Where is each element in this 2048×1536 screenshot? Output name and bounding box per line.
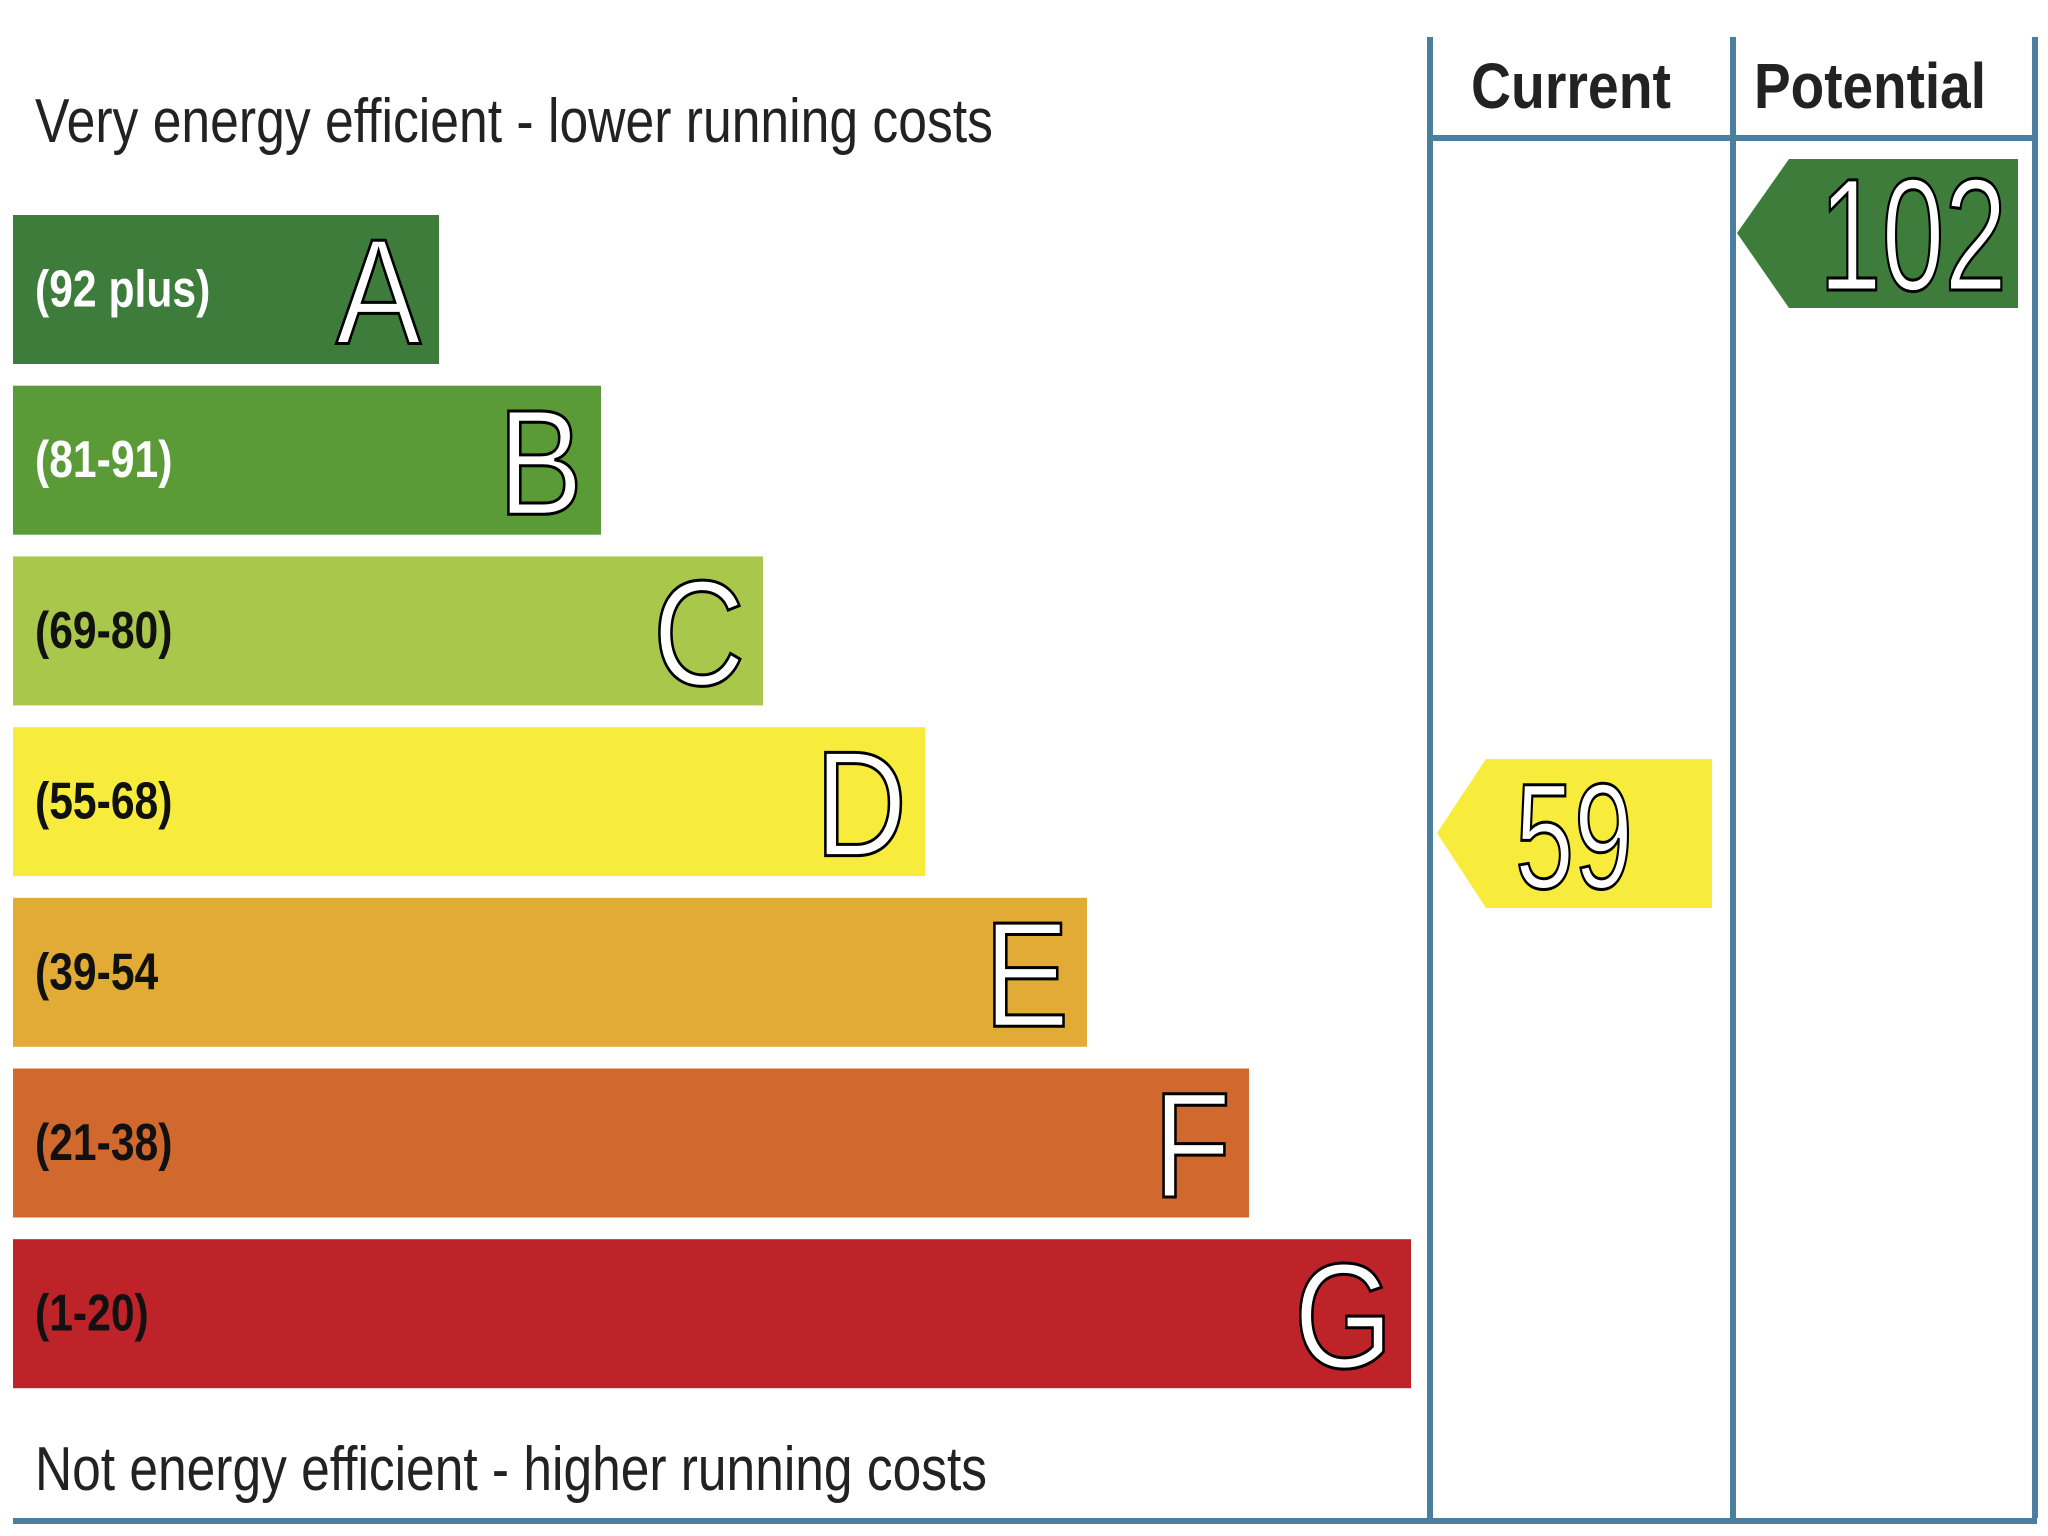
band-letter: D <box>815 721 907 888</box>
band-letter: C <box>653 550 745 717</box>
band-range: (81-91) <box>35 431 172 489</box>
current-header: Current <box>1471 50 1671 122</box>
bottom-text: Not energy efficient - higher running co… <box>35 1435 987 1504</box>
band-letter: E <box>984 892 1069 1059</box>
band-letter: A <box>336 209 421 376</box>
band-bar <box>13 727 925 877</box>
band-letter: F <box>1153 1062 1231 1229</box>
band-bar <box>13 1068 1249 1218</box>
top-text: Very energy efficient - lower running co… <box>35 87 993 156</box>
band-bar <box>13 385 601 535</box>
band-bar <box>13 897 1087 1047</box>
potential-value: 102 <box>1819 145 2007 324</box>
band-range: (21-38) <box>35 1114 172 1172</box>
band-bar <box>13 556 763 706</box>
band-range: (1-20) <box>35 1285 149 1343</box>
band-range: (69-80) <box>35 602 172 660</box>
current-arrow <box>1437 759 1712 908</box>
current-value: 59 <box>1515 752 1633 920</box>
potential-arrow <box>1737 159 2018 308</box>
potential-header: Potential <box>1754 50 1986 122</box>
band-range: (39-54 <box>35 943 159 1001</box>
band-letter: B <box>498 380 583 547</box>
band-letter: G <box>1294 1233 1393 1400</box>
band-range: (92 plus) <box>35 261 210 319</box>
band-range: (55-68) <box>35 773 172 831</box>
band-bar <box>13 215 439 364</box>
band-bar <box>13 1239 1411 1389</box>
